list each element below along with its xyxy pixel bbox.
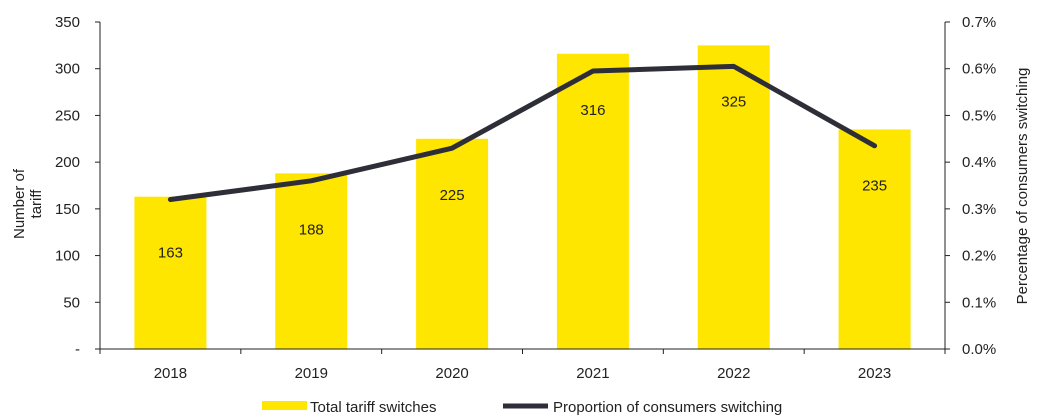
right-tick-label: 0.4% xyxy=(962,154,996,171)
left-tick-label: 150 xyxy=(55,201,80,218)
line-group xyxy=(167,63,878,203)
left-tick-label: 200 xyxy=(55,154,80,171)
x-tick-label: 2021 xyxy=(576,365,609,382)
left-tick-label: 300 xyxy=(55,61,80,78)
bar-data-label: 325 xyxy=(721,93,746,110)
bar-data-label: 316 xyxy=(580,102,605,119)
right-tick-label: 0.3% xyxy=(962,201,996,218)
left-axis-title: Number oftariff xyxy=(11,168,45,239)
right-tick-label: 0.7% xyxy=(962,14,996,31)
bar-data-label: 235 xyxy=(862,177,887,194)
bar-data-label: 163 xyxy=(158,245,183,262)
legend-swatch-bar xyxy=(262,401,307,410)
bar-2018 xyxy=(134,196,207,349)
bar-2019 xyxy=(275,173,348,349)
bar-2023 xyxy=(838,129,911,349)
bar-2020 xyxy=(416,138,489,349)
x-tick-label: 2020 xyxy=(435,365,468,382)
left-tick-label: 100 xyxy=(55,248,80,265)
right-tick-label: 0.1% xyxy=(962,294,996,311)
left-axis-title-line: tariff xyxy=(28,189,45,219)
line-proportion-switching xyxy=(167,63,878,203)
bar-data-label: 188 xyxy=(299,221,324,238)
x-tick-label: 2019 xyxy=(295,365,328,382)
right-tick-label: 0.2% xyxy=(962,248,996,265)
bar-2021 xyxy=(556,53,629,349)
right-axis-title: Percentage of consumers switching xyxy=(1014,68,1031,305)
left-axis-title-line: Number of xyxy=(11,168,28,239)
axes-group: - 50 100 150 200 250 300 350 0.0% 0.1% 0.2% 0.3% 0.4… xyxy=(11,14,1031,382)
data-labels-group: 163 188 225 316 325 235 xyxy=(158,93,887,261)
bars-group xyxy=(134,45,911,349)
left-tick-label: 350 xyxy=(55,14,80,31)
right-tick-label: 0.6% xyxy=(962,61,996,78)
legend-label-line: Proportion of consumers switching xyxy=(553,399,782,416)
legend: Total tariff switches Proportion of consu… xyxy=(262,399,782,416)
legend-label-bar: Total tariff switches xyxy=(310,399,436,416)
bar-data-label: 225 xyxy=(440,187,465,204)
x-tick-label: 2022 xyxy=(717,365,750,382)
right-tick-label: 0.0% xyxy=(962,341,996,358)
right-tick-label: 0.5% xyxy=(962,107,996,124)
x-tick-label: 2023 xyxy=(858,365,891,382)
bar-2022 xyxy=(697,45,770,349)
left-tick-label: - xyxy=(75,341,80,358)
x-tick-label: 2018 xyxy=(154,365,187,382)
left-tick-label: 50 xyxy=(63,294,80,311)
left-tick-label: 250 xyxy=(55,107,80,124)
